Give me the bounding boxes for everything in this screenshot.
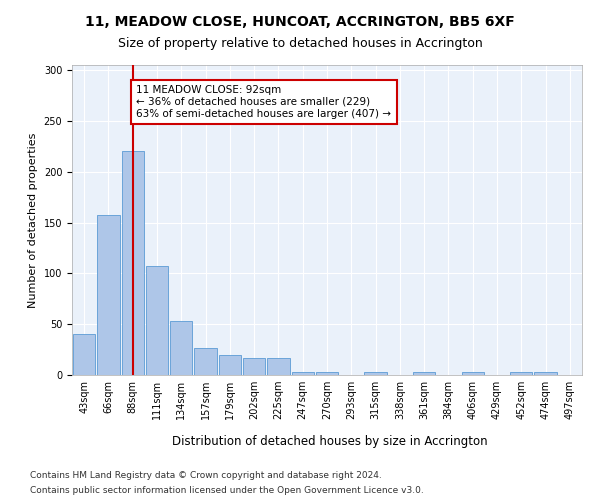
Bar bbox=[194, 348, 217, 375]
Bar bbox=[170, 321, 193, 375]
Bar bbox=[316, 372, 338, 375]
Bar bbox=[73, 334, 95, 375]
Bar bbox=[510, 372, 532, 375]
Text: 11, MEADOW CLOSE, HUNCOAT, ACCRINGTON, BB5 6XF: 11, MEADOW CLOSE, HUNCOAT, ACCRINGTON, B… bbox=[85, 15, 515, 29]
Bar bbox=[535, 372, 557, 375]
Bar bbox=[461, 372, 484, 375]
Bar bbox=[97, 216, 119, 375]
Bar bbox=[364, 372, 387, 375]
Text: 11 MEADOW CLOSE: 92sqm
← 36% of detached houses are smaller (229)
63% of semi-de: 11 MEADOW CLOSE: 92sqm ← 36% of detached… bbox=[136, 86, 391, 118]
Text: Contains public sector information licensed under the Open Government Licence v3: Contains public sector information licen… bbox=[30, 486, 424, 495]
Bar bbox=[218, 354, 241, 375]
Text: Distribution of detached houses by size in Accrington: Distribution of detached houses by size … bbox=[172, 435, 488, 448]
Text: Contains HM Land Registry data © Crown copyright and database right 2024.: Contains HM Land Registry data © Crown c… bbox=[30, 471, 382, 480]
Bar bbox=[413, 372, 436, 375]
Bar bbox=[243, 358, 265, 375]
Bar bbox=[292, 372, 314, 375]
Bar bbox=[267, 358, 290, 375]
Text: Size of property relative to detached houses in Accrington: Size of property relative to detached ho… bbox=[118, 38, 482, 51]
Bar bbox=[122, 152, 144, 375]
Bar bbox=[146, 266, 168, 375]
Y-axis label: Number of detached properties: Number of detached properties bbox=[28, 132, 38, 308]
